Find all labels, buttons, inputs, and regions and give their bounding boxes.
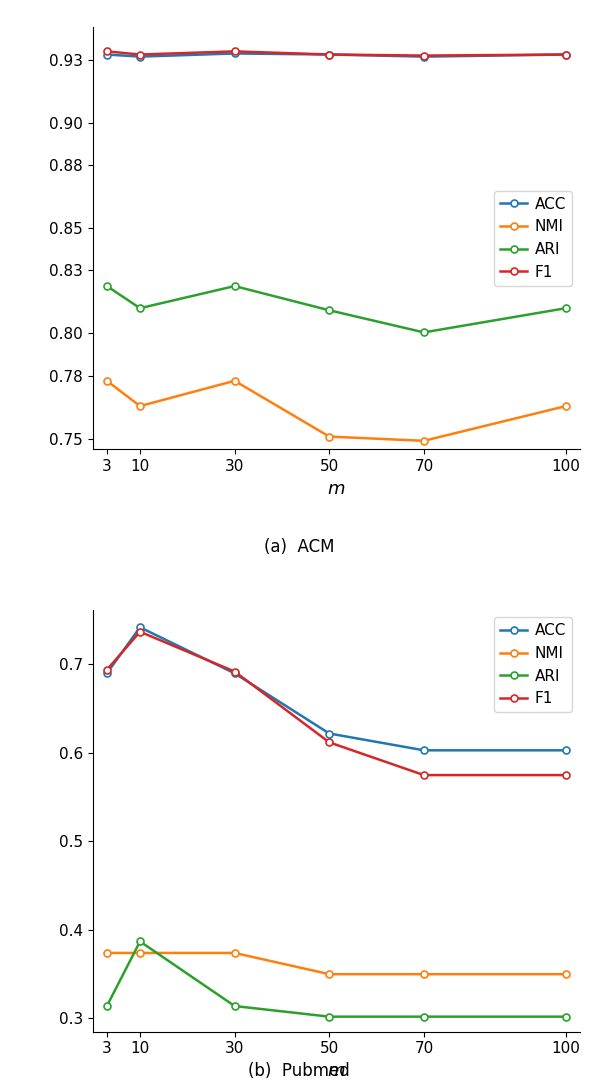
NMI: [420, 968, 428, 981]
Line: ACC: ACC: [103, 623, 569, 754]
F1: [231, 45, 238, 58]
Text: (b)  Pubmed: (b) Pubmed: [248, 1062, 350, 1081]
ARI: [562, 302, 569, 315]
ARI: [231, 279, 238, 292]
F1: [326, 48, 333, 61]
NMI: [562, 400, 569, 413]
ACC: [103, 667, 111, 680]
NMI: [136, 400, 144, 413]
Legend: ACC, NMI, ARI, F1: ACC, NMI, ARI, F1: [494, 617, 572, 712]
NMI: [231, 946, 238, 959]
F1: [136, 48, 144, 61]
NMI: [103, 375, 111, 388]
ARI: [326, 304, 333, 317]
F1: [562, 48, 569, 61]
X-axis label: m: m: [328, 1062, 345, 1079]
Legend: ACC, NMI, ARI, F1: ACC, NMI, ARI, F1: [494, 191, 572, 286]
F1: [103, 45, 111, 58]
ARI: [326, 1010, 333, 1023]
Line: F1: F1: [103, 629, 569, 779]
F1: [562, 769, 569, 782]
ACC: [562, 48, 569, 61]
F1: [103, 664, 111, 677]
Line: ARI: ARI: [103, 282, 569, 336]
NMI: [326, 430, 333, 443]
ACC: [326, 727, 333, 740]
ARI: [420, 326, 428, 339]
ACC: [326, 48, 333, 61]
ARI: [103, 999, 111, 1012]
Line: NMI: NMI: [103, 377, 569, 444]
ACC: [136, 50, 144, 63]
ARI: [103, 279, 111, 292]
ACC: [103, 48, 111, 61]
F1: [326, 736, 333, 749]
ARI: [136, 302, 144, 315]
ARI: [136, 935, 144, 948]
ARI: [562, 1010, 569, 1023]
NMI: [420, 434, 428, 447]
F1: [420, 769, 428, 782]
ACC: [420, 744, 428, 757]
ACC: [136, 621, 144, 634]
ACC: [231, 667, 238, 680]
F1: [136, 626, 144, 639]
NMI: [326, 968, 333, 981]
ACC: [231, 47, 238, 60]
NMI: [103, 946, 111, 959]
Line: ARI: ARI: [103, 938, 569, 1020]
NMI: [136, 946, 144, 959]
NMI: [231, 375, 238, 388]
F1: [231, 665, 238, 678]
Line: F1: F1: [103, 48, 569, 59]
X-axis label: m: m: [328, 480, 345, 497]
Line: ACC: ACC: [103, 50, 569, 60]
ARI: [420, 1010, 428, 1023]
F1: [420, 49, 428, 62]
ACC: [562, 744, 569, 757]
ACC: [420, 50, 428, 63]
ARI: [231, 999, 238, 1012]
Text: (a)  ACM: (a) ACM: [264, 538, 334, 556]
NMI: [562, 968, 569, 981]
Line: NMI: NMI: [103, 949, 569, 977]
